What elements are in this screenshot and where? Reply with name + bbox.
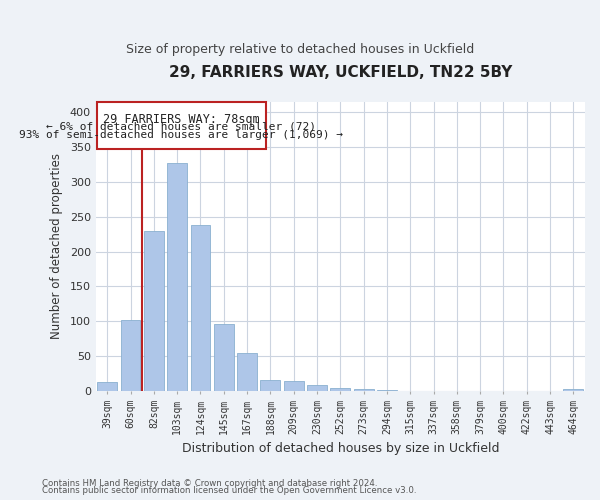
Bar bbox=[307, 384, 327, 391]
Bar bbox=[191, 225, 211, 391]
Bar bbox=[563, 388, 583, 391]
Bar bbox=[331, 388, 350, 391]
Bar bbox=[377, 390, 397, 391]
FancyBboxPatch shape bbox=[97, 102, 266, 148]
X-axis label: Distribution of detached houses by size in Uckfield: Distribution of detached houses by size … bbox=[182, 442, 499, 455]
Text: 93% of semi-detached houses are larger (1,069) →: 93% of semi-detached houses are larger (… bbox=[19, 130, 343, 140]
Text: Contains public sector information licensed under the Open Government Licence v3: Contains public sector information licen… bbox=[42, 486, 416, 495]
Text: ← 6% of detached houses are smaller (72): ← 6% of detached houses are smaller (72) bbox=[46, 122, 316, 132]
Y-axis label: Number of detached properties: Number of detached properties bbox=[50, 154, 62, 340]
Bar bbox=[237, 353, 257, 391]
Text: Size of property relative to detached houses in Uckfield: Size of property relative to detached ho… bbox=[126, 42, 474, 56]
Bar bbox=[121, 320, 140, 391]
Bar bbox=[354, 390, 374, 391]
Bar bbox=[144, 230, 164, 391]
Bar bbox=[167, 163, 187, 391]
Text: Contains HM Land Registry data © Crown copyright and database right 2024.: Contains HM Land Registry data © Crown c… bbox=[42, 478, 377, 488]
Bar bbox=[214, 324, 233, 391]
Bar bbox=[284, 381, 304, 391]
Text: 29 FARRIERS WAY: 78sqm: 29 FARRIERS WAY: 78sqm bbox=[103, 113, 260, 126]
Bar bbox=[260, 380, 280, 391]
Title: 29, FARRIERS WAY, UCKFIELD, TN22 5BY: 29, FARRIERS WAY, UCKFIELD, TN22 5BY bbox=[169, 65, 512, 80]
Bar bbox=[97, 382, 117, 391]
